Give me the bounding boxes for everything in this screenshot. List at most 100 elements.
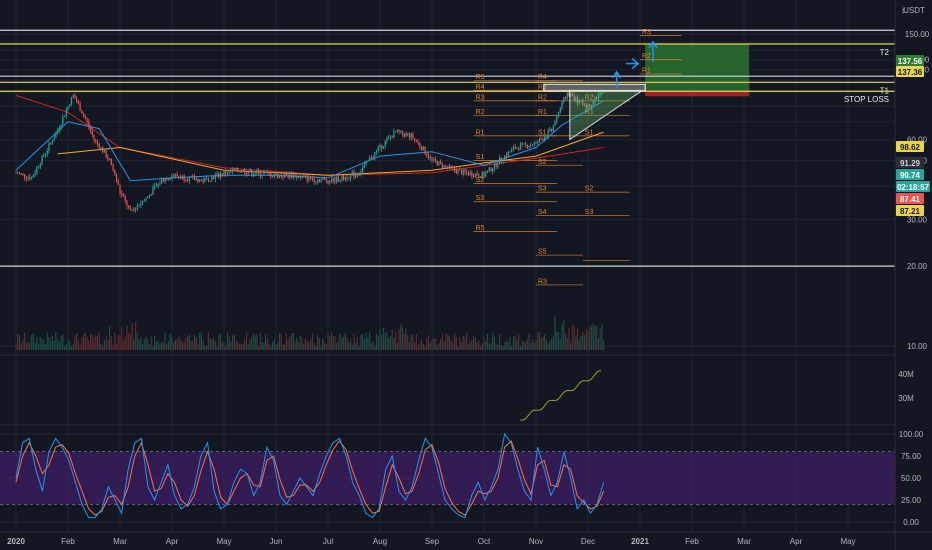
volume-bar xyxy=(190,340,192,350)
candle-body xyxy=(398,130,400,132)
volume-bar xyxy=(55,332,57,350)
candle-body xyxy=(421,146,423,151)
time-axis[interactable]: 2020 Feb Mar Apr May Jun Jul Aug Sep Oct Nov Dec 202… xyxy=(7,537,855,546)
candle-body xyxy=(450,165,452,168)
volume-bar xyxy=(230,341,232,350)
volume-bar xyxy=(381,334,383,350)
volume-bar xyxy=(445,333,447,350)
volume-bar xyxy=(490,343,492,350)
volume-bar xyxy=(557,332,560,350)
volume-bar xyxy=(266,338,268,350)
pivot-label: R1 xyxy=(642,68,651,75)
candle-body xyxy=(341,175,343,181)
volume-bar xyxy=(199,332,201,350)
volume-bar xyxy=(370,342,372,350)
candle-body xyxy=(102,147,104,153)
candle-body xyxy=(594,97,596,102)
volume-bar xyxy=(438,343,440,350)
candle-body xyxy=(81,110,83,114)
volume-bar xyxy=(313,343,315,350)
volume-bar xyxy=(162,342,164,350)
volume-bar xyxy=(121,326,123,350)
candle-body xyxy=(259,171,261,176)
candle-body xyxy=(580,99,582,101)
volume-bar xyxy=(247,343,249,350)
volume-bar xyxy=(504,342,506,350)
candle-body xyxy=(214,174,216,179)
candle-body xyxy=(211,176,213,181)
stochastic-axis[interactable]: 0.00 25.00 50.00 75.00 100.00 xyxy=(899,430,924,527)
volume-bar xyxy=(597,338,599,350)
candle-body xyxy=(178,176,180,178)
time-tick-label: 2021 xyxy=(631,537,649,546)
volume-bar xyxy=(143,338,145,350)
volume-bar xyxy=(39,336,41,350)
candle-body xyxy=(233,169,235,171)
volume-bar xyxy=(303,343,305,350)
candle-body xyxy=(247,172,249,174)
price-tick-label: 150.00 xyxy=(905,30,930,39)
volume-bar xyxy=(20,342,22,350)
volume-bar xyxy=(41,339,43,350)
volume-bar xyxy=(48,337,50,350)
volume-bar xyxy=(197,344,199,350)
candle-body xyxy=(310,176,312,179)
volume-bar xyxy=(128,333,130,350)
candle-body xyxy=(505,155,508,157)
volume-bar xyxy=(505,339,508,350)
volume-bar xyxy=(603,340,605,350)
volume-bar xyxy=(214,341,216,350)
pivot-label: S2 xyxy=(538,159,547,166)
volume-bar xyxy=(105,335,107,350)
candle-body xyxy=(460,169,463,175)
volume-bar xyxy=(100,343,102,350)
candle-body xyxy=(455,170,457,173)
volume-bar xyxy=(448,335,450,350)
volume-bar xyxy=(582,332,584,350)
volume-bar xyxy=(46,332,48,350)
volume-bar xyxy=(237,342,239,350)
volume-bar xyxy=(386,331,388,350)
volume-bar xyxy=(571,324,573,350)
candle-body xyxy=(86,118,88,122)
candle-body xyxy=(277,173,279,178)
volume-bar xyxy=(112,344,114,350)
candle-body xyxy=(251,169,253,175)
volume-bar xyxy=(415,334,417,350)
candle-body xyxy=(159,183,161,185)
candle-body xyxy=(200,179,203,181)
candle-body xyxy=(190,176,192,177)
volume-bar xyxy=(485,341,487,350)
candle-body xyxy=(545,136,547,138)
price-badge-value: 02:18:57 xyxy=(897,183,930,192)
candle-body xyxy=(381,144,383,149)
volume-bar xyxy=(44,344,47,350)
candle-body xyxy=(25,177,27,179)
volume-bar xyxy=(173,342,175,350)
candle-body xyxy=(89,127,92,131)
candle-body xyxy=(93,134,95,140)
candle-body xyxy=(318,179,320,182)
volume-bar xyxy=(245,332,248,350)
time-tick-label: Mar xyxy=(113,537,127,546)
candle-body xyxy=(441,162,443,168)
candle-body xyxy=(60,124,62,129)
volume-bar xyxy=(473,335,475,350)
drawings[interactable] xyxy=(543,40,658,141)
volume-bar xyxy=(271,341,274,350)
candle-body xyxy=(443,165,445,168)
volume-bar xyxy=(25,343,27,350)
volume-bar xyxy=(77,340,79,350)
volume-bar xyxy=(308,342,310,350)
time-tick-label: Mar xyxy=(737,537,751,546)
candle-body xyxy=(577,97,579,103)
volume-bar xyxy=(109,326,111,350)
candle-body xyxy=(469,172,471,176)
candle-body xyxy=(244,169,246,174)
volume-bar xyxy=(348,342,350,350)
volume-bar xyxy=(76,332,78,350)
volume-bar xyxy=(159,343,161,350)
candle-body xyxy=(275,173,277,176)
